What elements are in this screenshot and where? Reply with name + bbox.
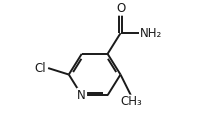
Text: Cl: Cl xyxy=(35,62,46,75)
Text: NH₂: NH₂ xyxy=(140,27,162,40)
Text: O: O xyxy=(116,2,125,15)
Text: N: N xyxy=(77,89,86,102)
Text: CH₃: CH₃ xyxy=(120,95,142,108)
